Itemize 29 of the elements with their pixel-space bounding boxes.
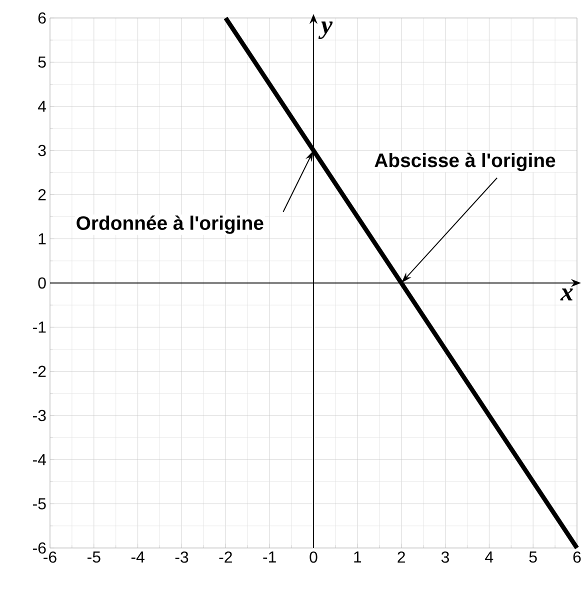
y-tick-label: -3 <box>33 410 46 422</box>
y-tick-label: -6 <box>33 542 46 554</box>
y-tick-label: -4 <box>33 454 46 466</box>
y-tick-label: -5 <box>33 498 46 510</box>
x-tick-label: 6 <box>573 552 581 563</box>
annotation: Abscisse à l'origine <box>374 152 556 172</box>
x-axis-title: x <box>560 288 573 300</box>
x-tick-label: 4 <box>485 552 494 562</box>
y-tick-label: 2 <box>38 189 46 200</box>
x-tick-label: -4 <box>131 552 144 562</box>
x-tick-label: 0 <box>310 552 318 563</box>
x-tick-label: -1 <box>263 552 276 562</box>
y-tick-label: 5 <box>38 56 46 68</box>
y-tick-label: 0 <box>38 277 46 289</box>
y-tick-label: 4 <box>38 100 46 112</box>
y-tick-label: 1 <box>38 233 46 244</box>
x-tick-label: 3 <box>441 552 449 563</box>
y-tick-label: -1 <box>33 322 46 333</box>
x-tick-label: 5 <box>529 552 537 563</box>
y-tick-label: -2 <box>33 366 46 377</box>
x-tick-label: 2 <box>398 552 405 563</box>
x-tick-label: -2 <box>219 552 232 563</box>
x-tick-label: 1 <box>354 552 362 562</box>
annotation: Ordonnée à l'origine <box>76 216 264 234</box>
x-tick-label: -3 <box>175 552 188 563</box>
x-tick-label: -5 <box>88 552 100 563</box>
y-tick-label: 3 <box>38 144 46 156</box>
y-axis-title: y <box>318 22 333 39</box>
y-tick-label: 6 <box>38 12 46 24</box>
